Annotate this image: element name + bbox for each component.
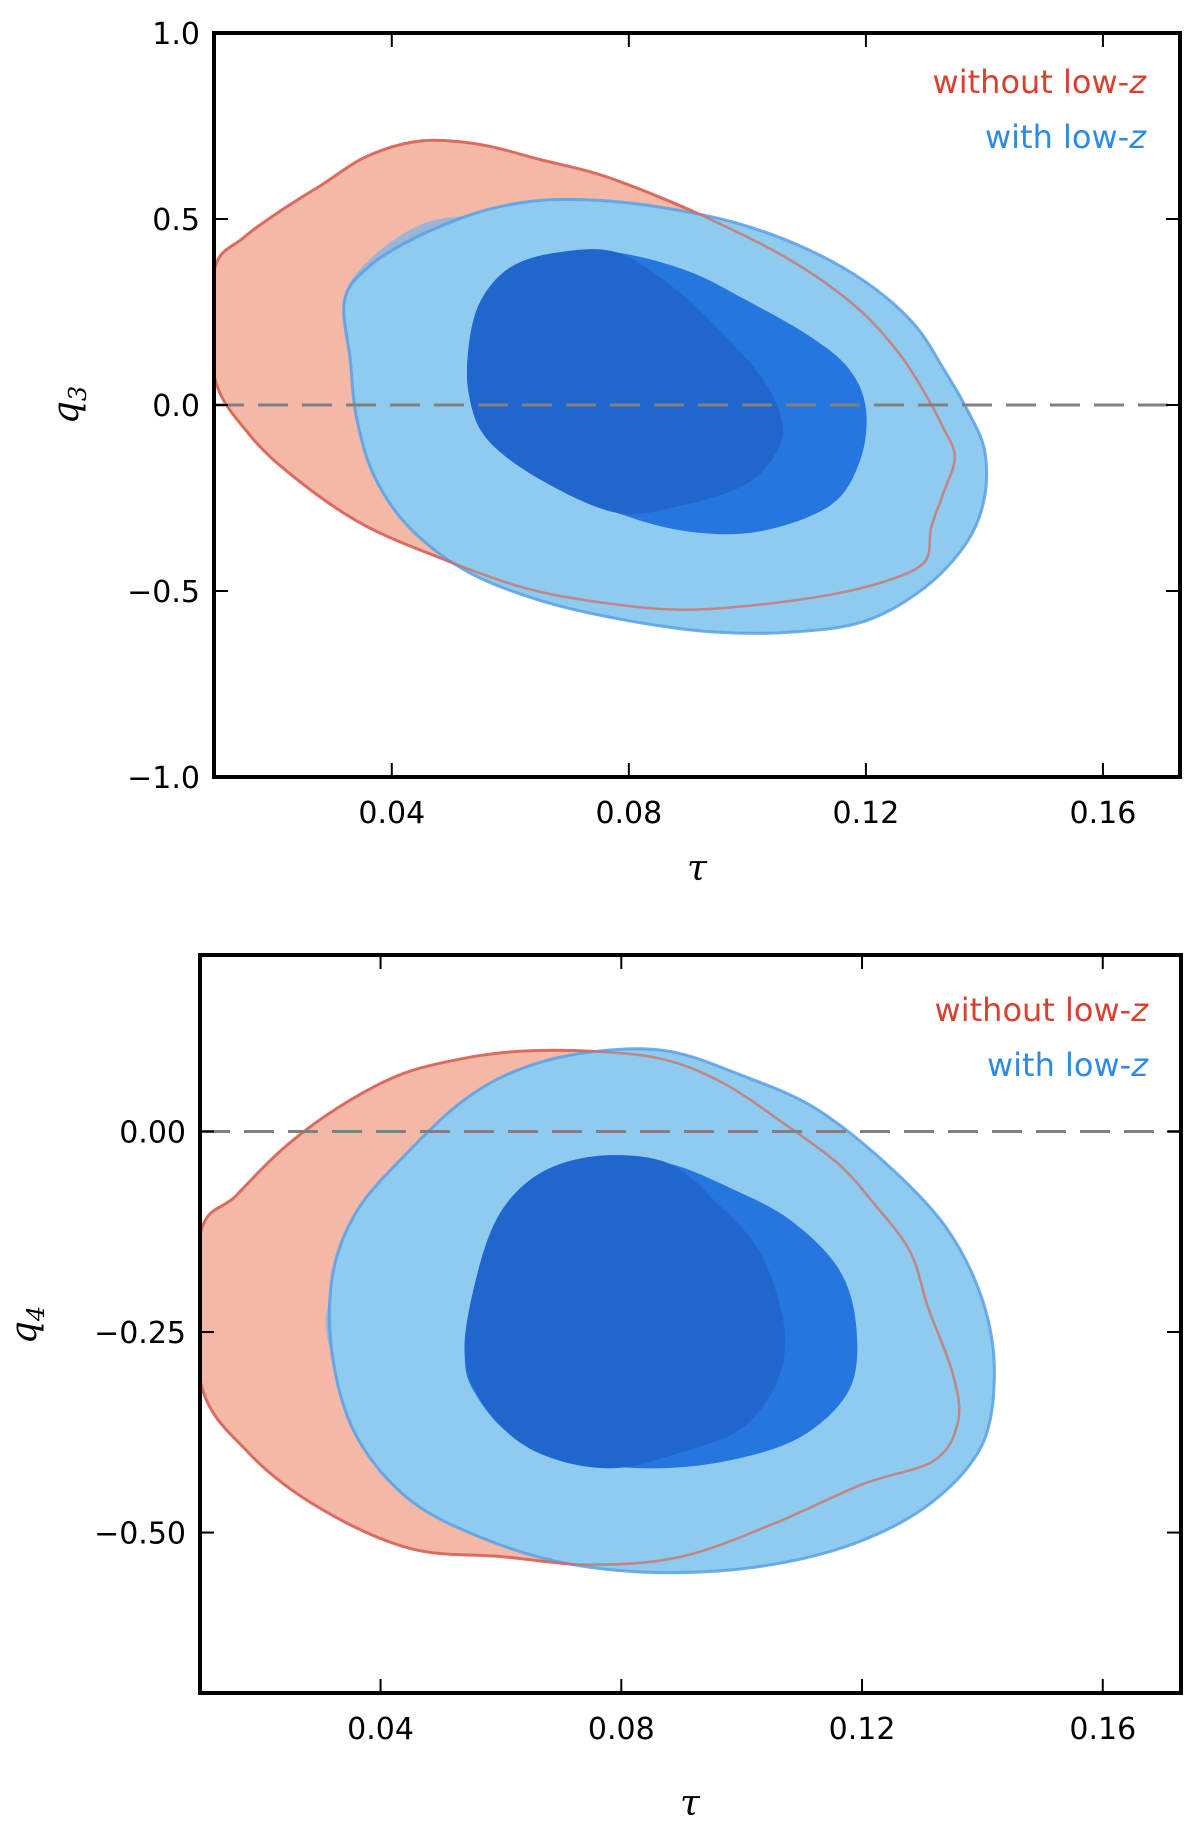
panel-q4: 0.04 0.08 0.12 0.16 0.00 −0.25 −0.50 τ q… xyxy=(4,953,1183,1824)
contour-with-low-z-68-overlap xyxy=(464,1155,786,1469)
y-axis-label-q4: q4 xyxy=(4,1306,50,1344)
legend-entry-without-low-z: without low-z xyxy=(933,63,1148,101)
xtick-label: 0.08 xyxy=(588,1712,655,1747)
ytick-label: 0.0 xyxy=(152,389,200,424)
ytick-label: −0.25 xyxy=(94,1316,186,1351)
contours-q4 xyxy=(200,1047,996,1575)
legend-italic: z xyxy=(1130,1046,1149,1084)
legend-italic: z xyxy=(1130,991,1149,1029)
ticks-q3 xyxy=(214,32,1180,778)
legend-italic: z xyxy=(1128,63,1147,101)
xtick-label: 0.04 xyxy=(358,796,425,831)
y-axis-label-base: q xyxy=(46,401,87,424)
legend-text: with low- xyxy=(985,118,1129,156)
xtick-label: 0.12 xyxy=(833,796,900,831)
y-axis-label-subscript: 3 xyxy=(64,386,92,401)
xtick-label: 0.12 xyxy=(829,1712,896,1747)
legend-text: with low- xyxy=(987,1046,1131,1084)
contour-edge-without-low-z xyxy=(200,1049,961,1566)
y-axis-label-base: q xyxy=(4,1321,45,1344)
legend-italic: z xyxy=(1128,118,1147,156)
panel-q3: 0.04 0.08 0.12 0.16 1.0 0.5 0.0 −0.5 −1.… xyxy=(46,17,1182,889)
xtick-label: 0.16 xyxy=(1069,1712,1136,1747)
contour-with-low-z-68-overlap xyxy=(466,249,784,515)
ytick-label: 1.0 xyxy=(152,17,200,52)
contour-edge-without-low-z xyxy=(214,138,957,611)
ticks-q4 xyxy=(200,955,1181,1693)
legend-entry-without-low-z: without low-z xyxy=(935,991,1150,1029)
legend-entry-with-low-z: with low-z xyxy=(985,118,1147,156)
legend-text: without low- xyxy=(933,63,1130,101)
ytick-label: 0.5 xyxy=(152,203,200,238)
legend-entry-with-low-z: with low-z xyxy=(987,1046,1149,1084)
x-axis-label-q3: τ xyxy=(687,848,708,889)
ytick-label: 0.00 xyxy=(119,1115,186,1150)
ytick-label: −0.50 xyxy=(94,1517,186,1552)
x-axis-label-q4: τ xyxy=(680,1783,701,1824)
xtick-label: 0.16 xyxy=(1070,796,1137,831)
plot-frame-q4 xyxy=(198,953,1183,1695)
ytick-label: −0.5 xyxy=(127,575,200,610)
legend-text: without low- xyxy=(935,991,1132,1029)
ytick-label: −1.0 xyxy=(127,761,200,796)
y-axis-label-subscript: 4 xyxy=(22,1306,50,1322)
contours-q3 xyxy=(214,138,989,635)
xtick-label: 0.04 xyxy=(347,1712,414,1747)
xtick-label: 0.08 xyxy=(595,796,662,831)
y-axis-label-q3: q3 xyxy=(46,386,92,424)
